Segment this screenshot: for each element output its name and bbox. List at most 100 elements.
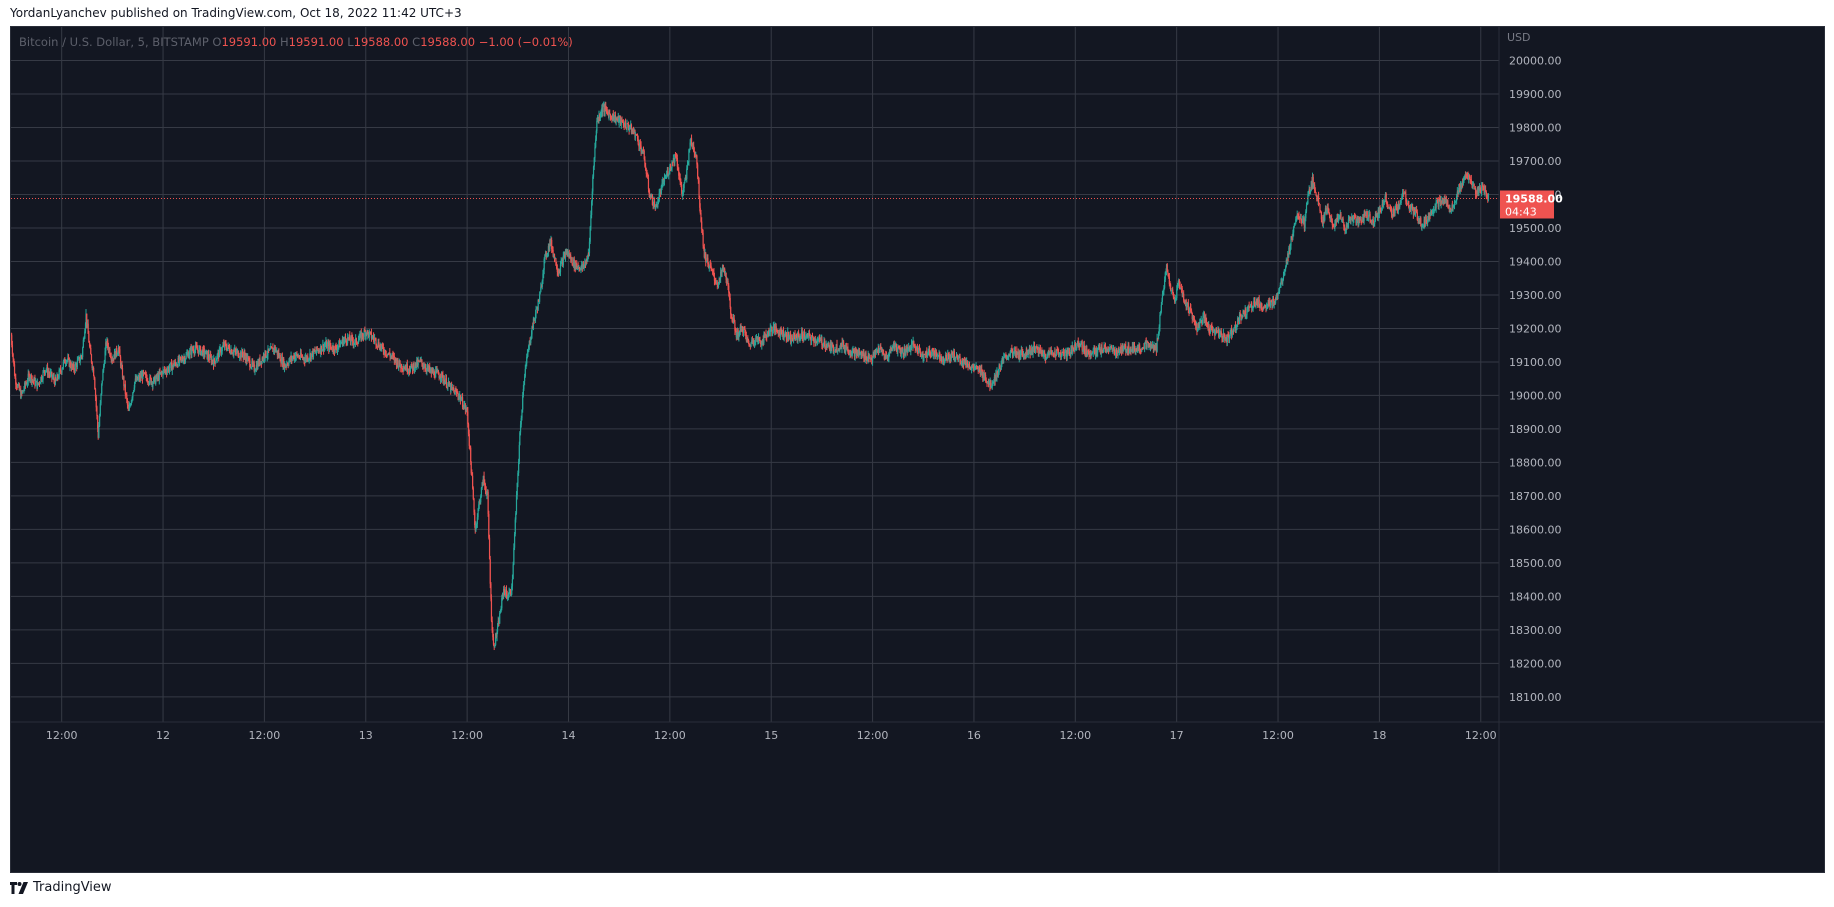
candle-body (1108, 348, 1110, 352)
candle-body (998, 365, 1000, 373)
candle-body (715, 280, 717, 283)
candle-body (797, 332, 800, 336)
chart-panel[interactable]: 20000.0019900.0019800.0019700.0019600.00… (10, 26, 1825, 873)
candle-body (859, 353, 861, 356)
candle-body (750, 343, 752, 347)
candle-body (1307, 194, 1310, 196)
candle-body (517, 473, 519, 484)
candle-body (168, 368, 171, 372)
candle-body (641, 150, 643, 153)
candle-body (1482, 185, 1484, 187)
y-tick-label: 18600.00 (1509, 523, 1562, 536)
candle-body (611, 116, 613, 120)
candle-body (1356, 217, 1358, 222)
candle-body (1120, 347, 1122, 350)
candle-body (986, 381, 988, 384)
candle-body (124, 384, 126, 387)
candle-body (462, 406, 464, 409)
candle-body (1472, 184, 1474, 187)
candle-body (1079, 344, 1081, 346)
candle-body (438, 374, 440, 378)
candle-body (1443, 198, 1445, 201)
candle-body (1172, 293, 1175, 298)
candle-body (445, 378, 448, 388)
candle-body (231, 353, 233, 355)
candle-body (626, 123, 628, 130)
candle-body (452, 387, 454, 390)
candle-body (1184, 302, 1186, 304)
candle-body (93, 368, 95, 376)
candle-body (525, 363, 527, 369)
candle-body (892, 346, 894, 349)
candle-body (1199, 321, 1202, 323)
candle-body (1306, 203, 1308, 205)
candle-body (694, 153, 696, 156)
candle-body (1359, 219, 1362, 221)
candle-body (1406, 203, 1408, 205)
candle-body (17, 385, 19, 388)
candle-body (1392, 209, 1394, 218)
candle-body (1119, 347, 1121, 350)
candle-body (138, 376, 140, 378)
candle-body (985, 380, 987, 382)
candle-body (400, 364, 402, 368)
candle-body (1470, 179, 1472, 181)
candle-body (1179, 284, 1181, 289)
tradingview-logo[interactable]: TradingView (10, 880, 112, 895)
x-tick-label: 12:00 (1262, 729, 1294, 742)
candle-body (588, 241, 591, 254)
candle-body (213, 358, 216, 362)
candle-body (231, 349, 233, 354)
candle-body (232, 353, 234, 355)
candle-body (1433, 210, 1435, 214)
candle-body (605, 108, 608, 110)
candle-body (256, 364, 258, 370)
candle-body (1225, 337, 1227, 339)
candle-body (764, 333, 766, 335)
candle-body (1072, 347, 1074, 349)
candle-body (925, 350, 927, 355)
candle-body (775, 326, 777, 330)
candle-body (913, 344, 916, 346)
candle-body (173, 364, 175, 368)
candle-body (347, 337, 349, 344)
candle-body (149, 376, 151, 383)
candle-body (1071, 345, 1073, 354)
candlestick-chart[interactable]: 20000.0019900.0019800.0019700.0019600.00… (11, 27, 1824, 872)
candle-body (671, 161, 673, 169)
candle-body (1248, 306, 1250, 308)
candle-body (609, 113, 611, 115)
candle-body (902, 352, 904, 354)
candle-body (1471, 183, 1473, 187)
candle-body (1060, 355, 1063, 358)
candle-body (1027, 351, 1029, 355)
candle-body (18, 384, 20, 386)
candle-body (1276, 293, 1278, 300)
candle-body (976, 366, 979, 368)
candle-body (453, 390, 456, 395)
candle-body (1246, 311, 1248, 315)
candle-body (1128, 352, 1131, 354)
candle-body (904, 347, 906, 354)
candle-body (426, 365, 429, 368)
candle-body (398, 360, 400, 366)
candle-body (528, 341, 530, 346)
candle-body (1374, 221, 1376, 224)
candle-body (1289, 245, 1291, 252)
candle-body (1450, 208, 1452, 211)
candle-body (789, 333, 792, 343)
candle-body (832, 345, 835, 352)
candle-body (1207, 326, 1209, 329)
candle-body (1477, 190, 1479, 196)
candle-body (657, 201, 659, 208)
candle-body (1353, 216, 1355, 220)
candle-body (401, 364, 403, 369)
candle-body (55, 380, 57, 382)
candle-body (86, 313, 88, 325)
candle-body (435, 369, 437, 371)
candle-body (148, 382, 150, 384)
candle-body (1366, 211, 1368, 218)
candle-body (791, 335, 793, 339)
candle-body (1348, 218, 1350, 220)
candle-body (513, 547, 515, 565)
